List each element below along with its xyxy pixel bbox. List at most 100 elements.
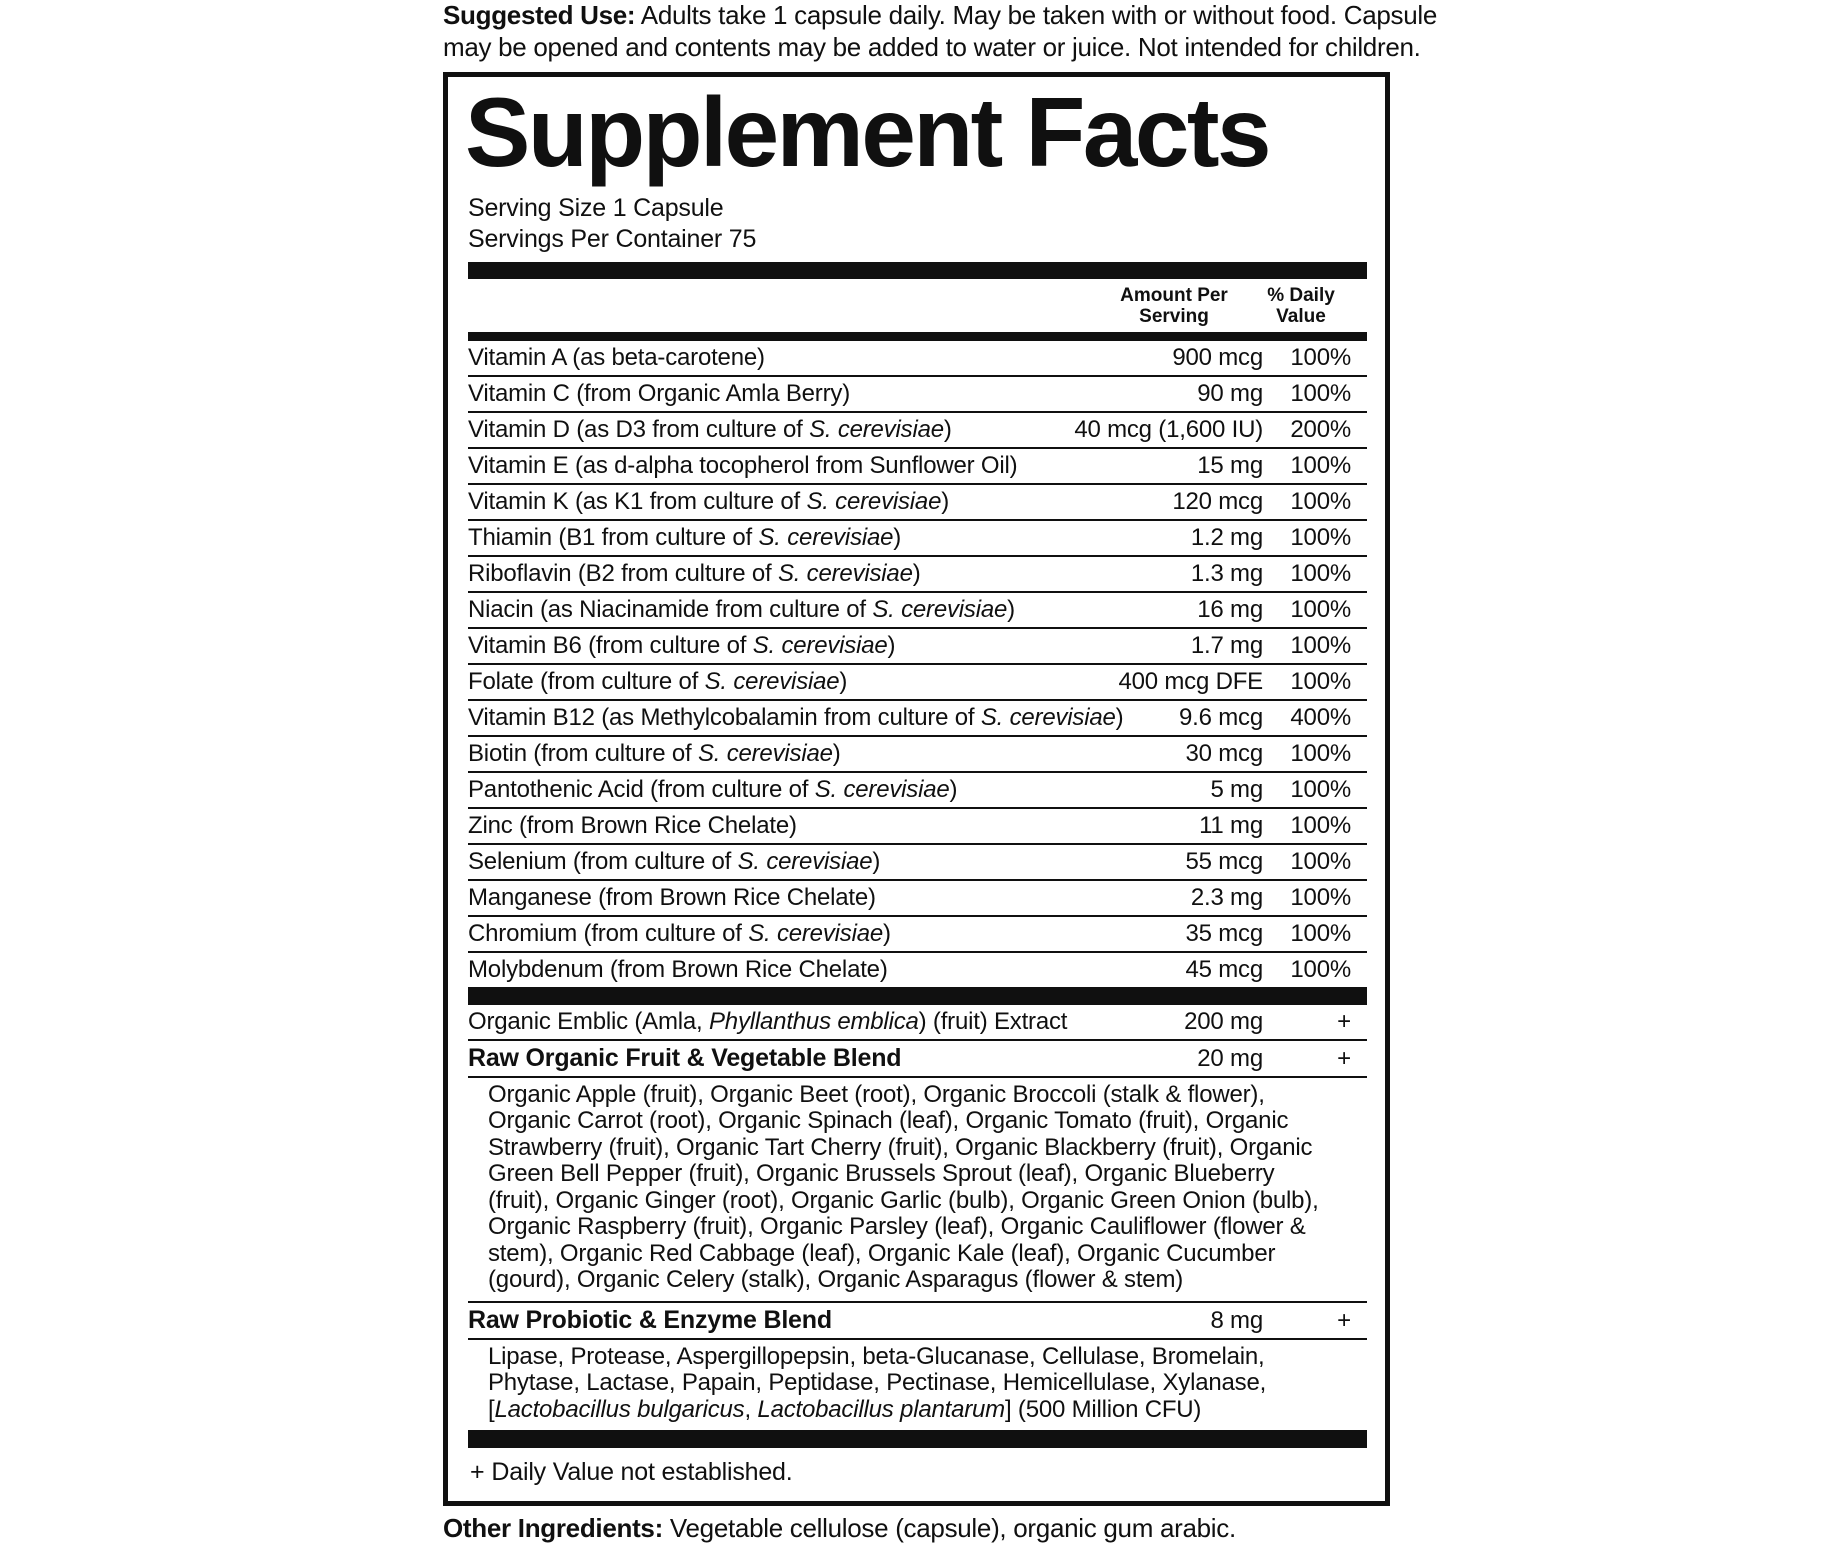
nutrient-amount: 1.2 mg [1190, 523, 1263, 551]
nutrient-amount: 120 mcg [1172, 487, 1263, 515]
nutrient-row: Pantothenic Acid (from culture of S. cer… [468, 770, 1367, 807]
nutrient-row: Vitamin E (as d-alpha tocopherol from Su… [468, 446, 1367, 483]
blend-description: Organic Apple (fruit), Organic Beet (roo… [468, 1075, 1367, 1301]
text: Chromium (from culture of [468, 919, 749, 947]
nutrient-row: Selenium (from culture of S. cerevisiae)… [468, 842, 1367, 879]
text: Biotin (from culture of [468, 739, 698, 767]
nutrient-row: Vitamin A (as beta-carotene) 900 mcg 100% [468, 341, 1367, 375]
nutrient-amount: 55 mcg [1185, 847, 1263, 875]
blend-row: Raw Probiotic & Enzyme Blend 8 mg + [468, 1300, 1367, 1338]
text: Riboflavin (B2 from culture of [468, 559, 778, 587]
text: Raw Organic Fruit & Vegetable Blend [468, 1043, 902, 1072]
label-column: Suggested Use: Adults take 1 capsule dai… [443, 0, 1463, 1544]
text: ) [887, 631, 896, 659]
text: ) [949, 775, 958, 803]
italic-text: Phyllanthus emblica [709, 1007, 919, 1035]
text: Folate (from culture of [468, 667, 705, 695]
nutrient-name: Chromium (from culture of S. cerevisiae) [468, 919, 891, 949]
panel-title: Supplement Facts [465, 77, 1272, 187]
nutrient-dv: 100% [1290, 595, 1351, 623]
italic-text: S. cerevisiae [980, 703, 1116, 731]
nutrient-dv: + [1337, 1044, 1351, 1072]
nutrient-row: Thiamin (B1 from culture of S. cerevisia… [468, 518, 1367, 555]
text: Vitamin B12 (as Methylcobalamin from cul… [468, 703, 981, 731]
nutrient-dv: 100% [1290, 739, 1351, 767]
nutrient-amount: 400 mcg DFE [1118, 667, 1263, 695]
text: Molybdenum (from Brown Rice Chelate) [468, 955, 888, 983]
text: ) [941, 487, 950, 515]
nutrient-amount: 35 mcg [1185, 919, 1263, 947]
nutrient-amount: 5 mg [1210, 775, 1263, 803]
nutrient-amount: 30 mcg [1185, 739, 1263, 767]
nutrient-name: Organic Emblic (Amla, Phyllanthus emblic… [468, 1007, 1067, 1037]
footnote: + Daily Value not established. [468, 1448, 1367, 1491]
nutrient-dv: 100% [1290, 379, 1351, 407]
other-ingredients-text: Vegetable cellulose (capsule), organic g… [669, 1513, 1236, 1544]
divider-bar-section [468, 986, 1367, 1005]
italic-text: S. cerevisiae [697, 739, 833, 767]
text: Vitamin D (as D3 from culture of [468, 415, 810, 443]
suggested-use-text: Adults take 1 capsule daily. May be take… [443, 0, 1438, 62]
text: ) [912, 559, 921, 587]
nutrient-name: Vitamin E (as d-alpha tocopherol from Su… [468, 451, 1018, 481]
column-headers: Amount Per Serving % Daily Value [468, 279, 1367, 332]
nutrient-dv: 100% [1290, 919, 1351, 947]
nutrient-name: Pantothenic Acid (from culture of S. cer… [468, 775, 958, 805]
italic-text: S. cerevisiae [737, 847, 873, 875]
nutrient-row: Vitamin D (as D3 from culture of S. cere… [468, 410, 1367, 447]
blend-description: Lipase, Protease, Aspergillopepsin, beta… [468, 1337, 1367, 1431]
text: Thiamin (B1 from culture of [468, 523, 759, 551]
extract-row: Organic Emblic (Amla, Phyllanthus emblic… [468, 1005, 1367, 1039]
nutrient-amount: 9.6 mcg [1179, 703, 1263, 731]
nutrient-dv: 100% [1290, 811, 1351, 839]
nutrient-amount: 900 mcg [1172, 343, 1263, 371]
nutrient-dv: 400% [1290, 703, 1351, 731]
italic-text: S. cerevisiae [809, 415, 944, 443]
nutrient-name: Vitamin C (from Organic Amla Berry) [468, 379, 850, 409]
nutrient-row: Manganese (from Brown Rice Chelate) 2.3 m… [468, 878, 1367, 915]
footnote-symbol: + [470, 1458, 485, 1487]
italic-text: S. cerevisiae [806, 487, 942, 515]
nutrient-amount: 200 mg [1184, 1007, 1263, 1035]
blend-section: Organic Emblic (Amla, Phyllanthus emblic… [468, 1005, 1367, 1431]
nutrient-name: Raw Probiotic & Enzyme Blend [468, 1305, 832, 1335]
nutrient-dv: 100% [1290, 523, 1351, 551]
text: ] (500 Million CFU) [1004, 1395, 1202, 1423]
nutrient-name: Vitamin A (as beta-carotene) [468, 343, 765, 373]
nutrient-row: Vitamin C (from Organic Amla Berry) 90 mg… [468, 374, 1367, 411]
nutrient-row: Molybdenum (from Brown Rice Chelate) 45 m… [468, 950, 1367, 987]
text: Vitamin C (from Organic Amla Berry) [468, 379, 850, 407]
nutrient-name: Vitamin B6 (from culture of S. cerevisia… [468, 631, 896, 661]
nutrient-dv: + [1337, 1007, 1351, 1035]
nutrient-name: Molybdenum (from Brown Rice Chelate) [468, 955, 888, 985]
italic-text: Lactobacillus plantarum [757, 1395, 1005, 1423]
nutrient-amount: 2.3 mg [1190, 883, 1263, 911]
nutrient-name: Zinc (from Brown Rice Chelate) [468, 811, 797, 841]
nutrient-dv: 100% [1290, 451, 1351, 479]
italic-text: S. cerevisiae [748, 919, 883, 947]
divider-bar-top [468, 261, 1367, 279]
nutrient-row: Niacin (as Niacinamide from culture of S… [468, 590, 1367, 627]
nutrient-name: Niacin (as Niacinamide from culture of S… [468, 595, 1015, 625]
nutrient-amount: 45 mcg [1185, 955, 1263, 983]
text: Vitamin A (as beta-carotene) [468, 343, 765, 371]
nutrient-name: Vitamin B12 (as Methylcobalamin from cul… [468, 703, 1124, 733]
suggested-use: Suggested Use: Adults take 1 capsule dai… [443, 0, 1459, 63]
nutrient-name: Selenium (from culture of S. cerevisiae) [468, 847, 880, 877]
nutrient-name: Folate (from culture of S. cerevisiae) [468, 667, 847, 697]
text: Vitamin K (as K1 from culture of [468, 487, 807, 515]
nutrient-name: Thiamin (B1 from culture of S. cerevisia… [468, 523, 901, 553]
nutrient-dv: 200% [1290, 415, 1351, 443]
blend-row: Raw Organic Fruit & Vegetable Blend 20 mg… [468, 1038, 1367, 1076]
nutrient-dv: 100% [1290, 631, 1351, 659]
serving-size: Serving Size 1 Capsule [468, 193, 724, 222]
nutrient-row: Zinc (from Brown Rice Chelate) 11 mg 100% [468, 806, 1367, 843]
text: Pantothenic Acid (from culture of [468, 775, 815, 803]
italic-text: Lactobacillus bulgaricus [494, 1395, 745, 1423]
italic-text: S. cerevisiae [872, 595, 1008, 623]
text: Lipase, Protease, Aspergillopepsin, beta… [488, 1342, 1267, 1423]
nutrient-row: Vitamin B12 (as Methylcobalamin from cul… [468, 698, 1367, 735]
nutrient-amount: 1.7 mg [1190, 631, 1263, 659]
nutrient-amount: 16 mg [1197, 595, 1263, 623]
italic-text: S. cerevisiae [777, 559, 913, 587]
